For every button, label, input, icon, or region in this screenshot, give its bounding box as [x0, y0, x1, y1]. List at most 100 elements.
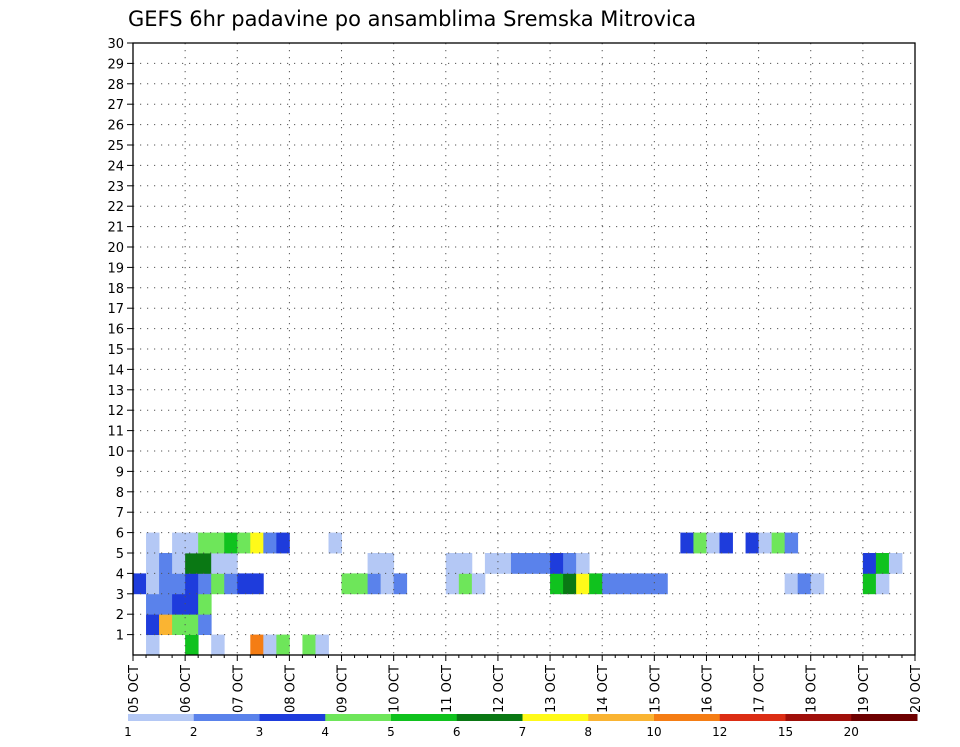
heatmap-cell — [341, 573, 355, 595]
heatmap-cell — [146, 593, 160, 615]
heatmap-cell — [185, 634, 199, 656]
colorbar-label: 5 — [387, 725, 395, 739]
heatmap-cell — [510, 553, 525, 574]
colorbar-label: 8 — [584, 725, 592, 739]
colorbar-swatch — [456, 714, 523, 721]
heatmap-cell — [797, 573, 812, 595]
heatmap-cell — [146, 553, 160, 574]
colorbar-label: 10 — [646, 725, 661, 739]
heatmap-cell — [771, 532, 786, 554]
heatmap-cell — [263, 634, 277, 656]
heatmap-cell — [524, 553, 538, 574]
colorbar-label: 2 — [190, 725, 198, 739]
heatmap-cell — [198, 593, 212, 615]
y-tick-label: 9 — [116, 465, 124, 480]
x-tick-label: 17 OCT — [753, 665, 768, 713]
y-tick-label: 19 — [107, 261, 124, 276]
y-tick-label: 8 — [116, 486, 124, 501]
colorbar-swatch — [522, 714, 589, 721]
heatmap-cell — [875, 553, 890, 574]
y-tick-label: 1 — [116, 629, 124, 644]
heatmap-cell — [211, 532, 225, 554]
heatmap-cell — [393, 573, 408, 595]
heatmap-cell — [576, 573, 590, 595]
y-tick-label: 10 — [107, 445, 124, 460]
colorbar-label: 6 — [453, 725, 461, 739]
heatmap-cell — [654, 573, 668, 595]
colorbar-swatch — [588, 714, 655, 721]
x-tick-label: 11 OCT — [440, 665, 455, 713]
x-tick-label: 16 OCT — [700, 665, 715, 713]
heatmap-cell — [185, 614, 199, 635]
heatmap-cell — [471, 573, 486, 595]
grid-lines — [133, 43, 915, 655]
heatmap-cell — [615, 573, 629, 595]
colorbar: 1 2 3 4 5 6 7 8 10 12 15 20 — [124, 714, 918, 739]
y-tick-label: 26 — [107, 119, 124, 134]
heatmap-cell — [641, 573, 655, 595]
heatmap-cell — [380, 553, 395, 574]
heatmap-cell — [276, 532, 290, 554]
y-tick-label: 4 — [116, 567, 124, 582]
x-tick-label: 18 OCT — [805, 665, 820, 713]
y-tick-label: 21 — [107, 221, 124, 236]
heatmap-cell — [563, 573, 577, 595]
heatmap-cell — [576, 553, 590, 574]
heatmap-cell — [602, 573, 616, 595]
heatmap-cell — [550, 573, 564, 595]
y-axis: 1234567891011121314151617181920212223242… — [107, 37, 133, 644]
heatmap-cell — [224, 573, 238, 595]
heatmap-cell — [198, 573, 212, 595]
heatmap-cell — [537, 553, 551, 574]
heatmap-cell — [198, 553, 212, 574]
heatmap-cell — [224, 553, 238, 574]
x-tick-label: 20 OCT — [909, 665, 924, 713]
x-tick-label: 14 OCT — [596, 665, 611, 713]
y-tick-label: 2 — [116, 608, 124, 623]
heatmap-cell — [693, 532, 707, 554]
x-tick-label: 08 OCT — [283, 665, 298, 713]
x-tick-label: 13 OCT — [544, 665, 559, 713]
heatmap-cell — [172, 593, 186, 615]
y-tick-label: 5 — [116, 547, 124, 562]
y-tick-label: 6 — [116, 527, 124, 542]
y-tick-label: 15 — [107, 343, 124, 358]
heatmap-cell — [185, 573, 199, 595]
y-tick-label: 11 — [107, 425, 124, 440]
heatmap-cell — [706, 532, 720, 554]
y-tick-label: 17 — [107, 302, 124, 317]
heatmap-cell — [224, 532, 238, 554]
colorbar-label: 20 — [844, 725, 859, 739]
y-tick-label: 24 — [107, 159, 124, 174]
heatmap-cell — [784, 573, 799, 595]
heatmap-cell — [263, 532, 277, 554]
heatmap-cell — [146, 573, 160, 595]
heatmap-cell — [172, 573, 186, 595]
x-tick-label: 10 OCT — [388, 665, 403, 713]
heatmap-cell — [159, 593, 173, 615]
y-tick-label: 7 — [116, 506, 124, 521]
heatmap-cell — [172, 532, 186, 554]
heatmap-cell — [250, 573, 264, 595]
heatmap-cell — [354, 573, 368, 595]
colorbar-swatch — [851, 714, 918, 721]
heatmap-cell — [862, 573, 877, 595]
heatmap-cell — [810, 573, 825, 595]
heatmap-cell — [719, 532, 733, 554]
heatmap-cell — [367, 573, 382, 595]
y-tick-label: 13 — [107, 384, 124, 399]
heatmap-cell — [276, 634, 290, 656]
heatmap-cell — [159, 573, 173, 595]
colorbar-label: 1 — [124, 725, 132, 739]
heatmap-cell — [445, 553, 460, 574]
heatmap-cell — [458, 553, 473, 574]
heatmap-cell — [185, 532, 199, 554]
heatmap-cell — [250, 532, 264, 554]
y-tick-label: 23 — [107, 180, 124, 195]
heatmap-cell — [250, 634, 264, 656]
y-tick-label: 25 — [107, 139, 124, 154]
colorbar-label: 3 — [256, 725, 264, 739]
colorbar-swatch — [785, 714, 852, 721]
heatmap-cell — [146, 614, 160, 635]
heatmap-cell — [198, 532, 212, 554]
